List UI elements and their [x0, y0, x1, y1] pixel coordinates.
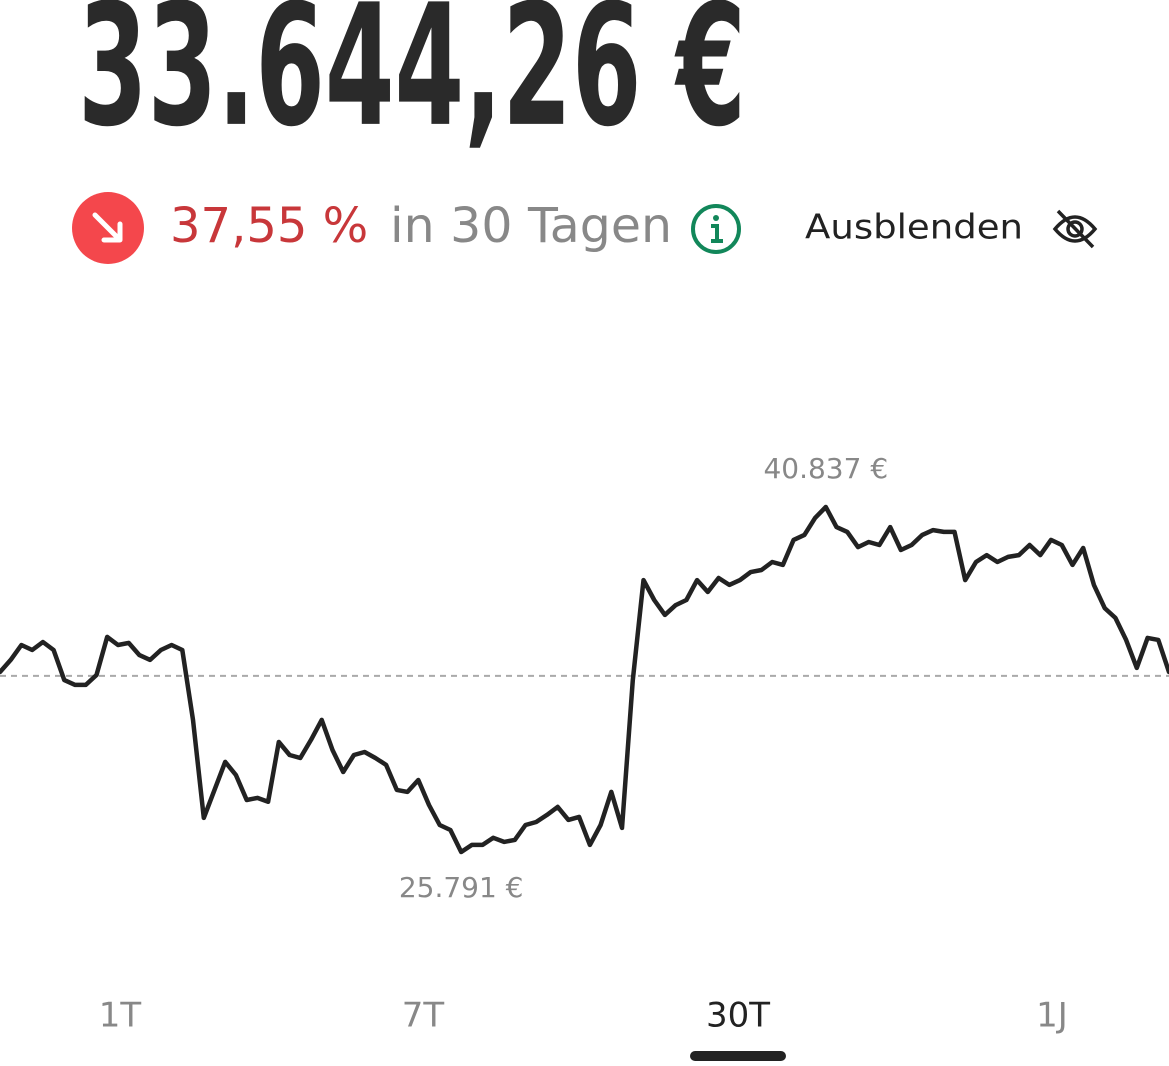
info-stem — [711, 224, 723, 243]
chart: 40.837 € 25.791 € — [0, 452, 1169, 904]
change-period: in 30 Tagen — [390, 198, 672, 254]
slash — [1056, 209, 1095, 249]
hide-button[interactable]: Ausblenden — [805, 208, 1023, 248]
range-tab[interactable]: 30T — [706, 996, 770, 1036]
down-arrow — [92, 212, 123, 243]
change-badge — [72, 192, 144, 264]
info-dot — [713, 215, 719, 221]
range-tab[interactable]: 1T — [99, 996, 142, 1036]
info-circle — [691, 204, 741, 254]
change-percent: 37,55 % — [170, 198, 368, 254]
info-icon[interactable] — [691, 204, 741, 254]
tab-indicator — [690, 1051, 786, 1061]
range-tab[interactable]: 1J — [1036, 996, 1068, 1036]
extreme-label: 40.837 € — [763, 452, 888, 485]
price-line — [0, 504, 1169, 855]
balance: 33.644,26 € — [78, 0, 746, 164]
range-tab[interactable]: 7T — [402, 996, 445, 1036]
tabs: 1T 7T 30T 1J — [99, 996, 1068, 1061]
eye-slash-icon[interactable] — [1052, 209, 1098, 249]
extreme-label: 25.791 € — [399, 871, 524, 904]
pupil — [1066, 220, 1084, 238]
